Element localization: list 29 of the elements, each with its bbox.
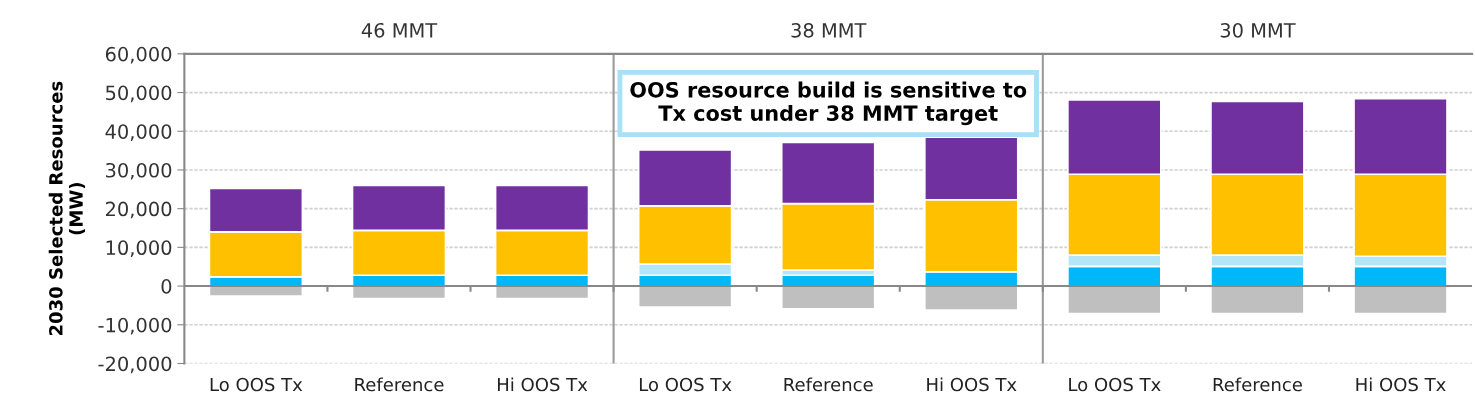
y-tick-label: 20,000 bbox=[105, 201, 172, 219]
y-tick-label: 10,000 bbox=[106, 240, 172, 258]
y-tick-label: -20,000 bbox=[98, 356, 172, 374]
bar bbox=[923, 285, 1019, 311]
y-tick-label: 40,000 bbox=[105, 124, 172, 141]
text: 38 MMT bbox=[791, 22, 867, 38]
y-tick-label: 0 bbox=[161, 279, 172, 294]
annotation: OOS resource build is sensitive to Tx cost under 38 MMT target bbox=[630, 81, 1027, 126]
bar bbox=[637, 285, 733, 308]
bar bbox=[1353, 285, 1448, 315]
x-tick-label: Hi OOS Tx bbox=[498, 377, 588, 392]
x-tick-label: Hi OOS Tx bbox=[927, 377, 1017, 392]
text: 46 MMT bbox=[361, 22, 438, 38]
x-tick-label: Reference bbox=[355, 377, 444, 392]
y-tick-label: 60,000 bbox=[105, 46, 172, 64]
x-tick-label: Lo OOS Tx bbox=[639, 377, 732, 392]
bar bbox=[780, 285, 876, 310]
x-tick-label: Hi OOS Tx bbox=[1356, 377, 1446, 392]
y-tick-label: 30,000 bbox=[106, 162, 172, 180]
text: 30 MMT bbox=[1220, 22, 1296, 38]
x-tick-label: Reference bbox=[1213, 377, 1302, 392]
bar bbox=[1210, 285, 1305, 315]
y-tick-label: -10,000 bbox=[98, 317, 172, 335]
x-tick-label: Lo OOS Tx bbox=[1069, 377, 1161, 392]
y-tick-label: 50,000 bbox=[106, 85, 172, 103]
bar bbox=[1067, 285, 1162, 315]
x-tick-label: Reference bbox=[784, 377, 873, 392]
y-axis-title: 2030 Selected Resources (MW) bbox=[48, 81, 86, 336]
x-tick-label: Lo OOS Tx bbox=[210, 377, 303, 392]
